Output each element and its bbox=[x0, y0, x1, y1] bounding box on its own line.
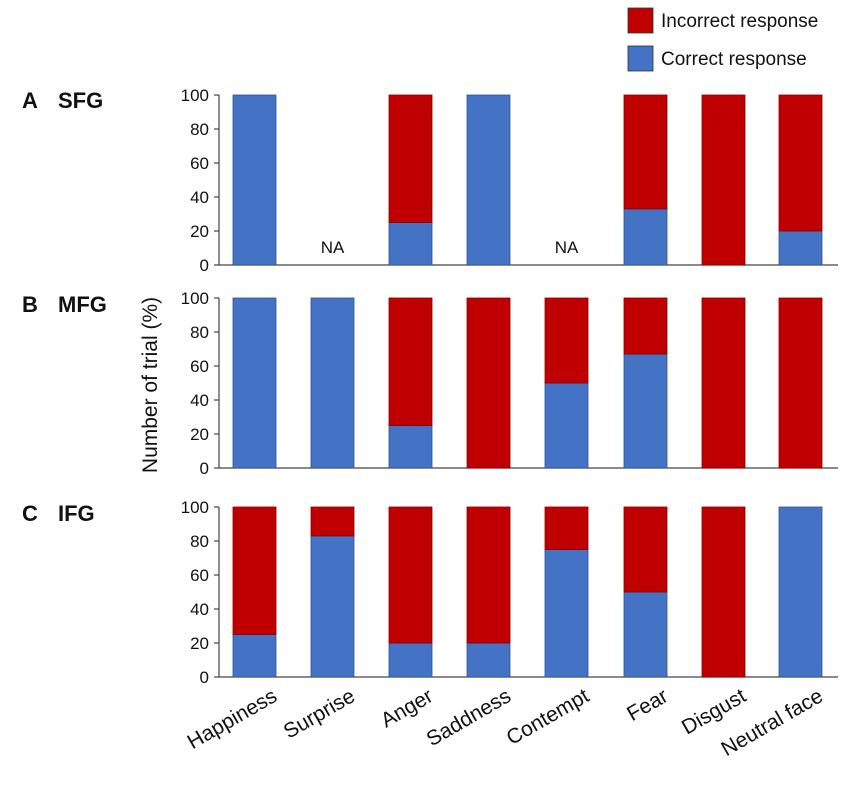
bar-correct-sfg-anger bbox=[388, 222, 433, 266]
y-tick-label-mfg-20: 20 bbox=[190, 425, 209, 444]
category-label-saddness: Saddness bbox=[423, 684, 515, 751]
bar-correct-sfg-saddness bbox=[466, 94, 511, 266]
y-tick-label-mfg-100: 100 bbox=[181, 289, 209, 308]
bar-correct-mfg-anger bbox=[388, 425, 433, 469]
legend-label-correct: Correct response bbox=[661, 49, 807, 70]
bar-correct-mfg-contempt bbox=[544, 382, 589, 469]
y-tick-label-ifg-0: 0 bbox=[200, 668, 209, 687]
bar-incorrect-mfg-anger bbox=[388, 297, 433, 426]
y-tick-label-mfg-60: 60 bbox=[190, 357, 209, 376]
category-label-fear: Fear bbox=[623, 684, 672, 726]
legend: Incorrect response Correct response bbox=[627, 7, 818, 72]
y-tick-label-mfg-40: 40 bbox=[190, 391, 209, 410]
bar-incorrect-ifg-disgust bbox=[701, 506, 746, 678]
y-tick-label-ifg-100: 100 bbox=[181, 498, 209, 517]
na-label-sfg-contempt: NA bbox=[555, 238, 579, 257]
panel-ifg: 0 20 40 60 80 100 bbox=[181, 498, 838, 687]
panel-title-sfg: SFG bbox=[58, 88, 103, 113]
bar-incorrect-ifg-contempt bbox=[544, 506, 589, 550]
na-label-sfg-surprise: NA bbox=[321, 238, 345, 257]
bar-incorrect-mfg-neutral-face bbox=[778, 297, 823, 469]
bar-correct-ifg-neutral-face bbox=[778, 506, 823, 678]
panel-title-mfg: MFG bbox=[58, 292, 107, 317]
bar-correct-mfg-fear bbox=[623, 353, 668, 469]
bar-incorrect-sfg-neutral-face bbox=[778, 94, 823, 232]
legend-swatch-correct bbox=[627, 45, 654, 72]
panel-letter-a: A bbox=[22, 88, 38, 113]
y-tick-label-sfg-100: 100 bbox=[181, 86, 209, 105]
legend-swatch-incorrect bbox=[627, 7, 654, 34]
bar-incorrect-ifg-saddness bbox=[466, 506, 511, 644]
bar-correct-sfg-neutral-face bbox=[778, 230, 823, 266]
bar-correct-ifg-contempt bbox=[544, 549, 589, 678]
y-axis-label: Number of trial (%) bbox=[139, 297, 162, 473]
bar-incorrect-ifg-anger bbox=[388, 506, 433, 644]
bar-incorrect-mfg-disgust bbox=[701, 297, 746, 469]
bar-correct-ifg-anger bbox=[388, 642, 433, 678]
bar-correct-mfg-happiness bbox=[232, 297, 277, 469]
y-tick-label-ifg-40: 40 bbox=[190, 600, 209, 619]
panel-letter-c: C bbox=[22, 501, 38, 526]
bar-correct-ifg-saddness bbox=[466, 642, 511, 678]
y-tick-label-mfg-80: 80 bbox=[190, 323, 209, 342]
category-label-contempt: Contempt bbox=[503, 684, 593, 750]
bar-correct-mfg-surprise bbox=[310, 297, 355, 469]
bar-correct-sfg-fear bbox=[623, 208, 668, 266]
y-tick-label-ifg-80: 80 bbox=[190, 532, 209, 551]
bar-incorrect-mfg-contempt bbox=[544, 297, 589, 384]
y-tick-label-sfg-60: 60 bbox=[190, 154, 209, 173]
category-label-anger: Anger bbox=[377, 684, 437, 732]
category-label-happiness: Happiness bbox=[184, 684, 281, 754]
bar-incorrect-ifg-happiness bbox=[232, 506, 277, 635]
category-label-surprise: Surprise bbox=[280, 684, 359, 743]
bar-incorrect-mfg-fear bbox=[623, 297, 668, 355]
bar-correct-ifg-fear bbox=[623, 591, 668, 678]
y-tick-label-ifg-20: 20 bbox=[190, 634, 209, 653]
y-tick-label-sfg-20: 20 bbox=[190, 222, 209, 241]
y-tick-label-ifg-60: 60 bbox=[190, 566, 209, 585]
bar-incorrect-ifg-fear bbox=[623, 506, 668, 593]
panel-sfg: 0 20 40 60 80 100 NA NA bbox=[181, 86, 838, 275]
panel-mfg: 0 20 40 60 80 100 bbox=[181, 289, 838, 478]
y-tick-label-sfg-40: 40 bbox=[190, 188, 209, 207]
legend-label-incorrect: Incorrect response bbox=[661, 11, 818, 32]
bar-incorrect-sfg-anger bbox=[388, 94, 433, 223]
panel-title-ifg: IFG bbox=[58, 501, 95, 526]
bar-correct-sfg-happiness bbox=[232, 94, 277, 266]
bar-correct-ifg-surprise bbox=[310, 535, 355, 678]
bar-correct-ifg-happiness bbox=[232, 634, 277, 678]
y-tick-label-sfg-80: 80 bbox=[190, 120, 209, 139]
y-tick-label-mfg-0: 0 bbox=[200, 459, 209, 478]
bar-incorrect-sfg-disgust bbox=[701, 94, 746, 266]
y-tick-label-sfg-0: 0 bbox=[200, 256, 209, 275]
bar-incorrect-mfg-saddness bbox=[466, 297, 511, 469]
bar-incorrect-ifg-surprise bbox=[310, 506, 355, 537]
panel-letter-b: B bbox=[22, 292, 38, 317]
bar-incorrect-sfg-fear bbox=[623, 94, 668, 210]
